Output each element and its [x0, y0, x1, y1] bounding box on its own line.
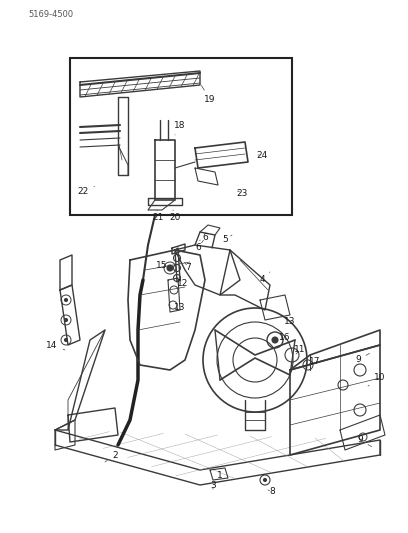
Text: 15: 15: [156, 261, 168, 270]
Text: 5169-4500: 5169-4500: [28, 10, 73, 19]
Text: 2: 2: [105, 450, 118, 462]
Text: 14: 14: [47, 341, 65, 350]
Text: 9: 9: [357, 435, 372, 447]
Text: 24: 24: [256, 150, 268, 159]
Text: 19: 19: [202, 85, 216, 104]
Text: 6: 6: [202, 233, 208, 243]
Circle shape: [64, 319, 67, 321]
Text: 13: 13: [284, 318, 296, 327]
Text: 20: 20: [169, 210, 181, 222]
Bar: [70, 58, 292, 215]
Text: 9: 9: [355, 353, 370, 365]
Text: 4: 4: [259, 272, 270, 285]
Circle shape: [64, 338, 67, 342]
Circle shape: [64, 298, 67, 302]
Text: 12: 12: [177, 279, 188, 287]
Text: 17: 17: [309, 358, 321, 367]
Text: 7: 7: [184, 262, 191, 271]
Text: 22: 22: [78, 186, 95, 197]
Text: 1: 1: [215, 471, 223, 483]
Text: 10: 10: [368, 374, 386, 386]
Text: 6: 6: [195, 240, 201, 253]
Text: 3: 3: [210, 481, 216, 489]
Text: 21: 21: [152, 210, 164, 222]
Text: 18: 18: [174, 120, 186, 135]
Circle shape: [272, 337, 278, 343]
Circle shape: [264, 479, 266, 481]
Text: 5: 5: [222, 235, 232, 245]
Text: 8: 8: [268, 488, 275, 497]
Text: 11: 11: [294, 345, 306, 354]
Text: 23: 23: [236, 189, 248, 198]
Text: 16: 16: [279, 333, 291, 342]
Circle shape: [167, 265, 173, 271]
Text: 13: 13: [174, 303, 186, 311]
